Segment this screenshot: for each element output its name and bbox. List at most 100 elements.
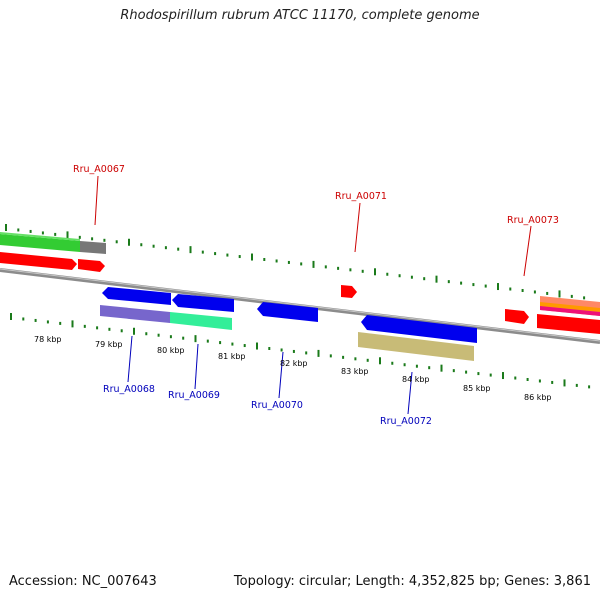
- gene-Rru_A0073b: [537, 314, 600, 334]
- minor-tick: [201, 250, 204, 254]
- minor-tick: [34, 318, 37, 322]
- minor-tick: [484, 284, 487, 288]
- gene-label-reverse: Rru_A0070: [251, 400, 303, 411]
- minor-tick: [120, 329, 123, 333]
- minor-tick: [403, 363, 406, 367]
- gene-label-reverse: Rru_A0068: [103, 384, 155, 395]
- minor-tick: [410, 275, 413, 279]
- minor-tick: [145, 332, 148, 336]
- gene-Rru_A0073: [505, 309, 529, 324]
- minor-tick: [329, 354, 332, 358]
- minor-tick: [509, 287, 512, 291]
- major-tick: [71, 320, 74, 328]
- scale-label: 83 kbp: [341, 367, 369, 376]
- minor-tick: [575, 383, 578, 387]
- minor-tick: [54, 232, 57, 236]
- gene-label-reverse: Rru_A0069: [168, 390, 220, 401]
- major-tick: [5, 224, 7, 231]
- minor-tick: [337, 266, 340, 270]
- minor-tick: [300, 262, 303, 266]
- minor-tick: [78, 235, 81, 239]
- gene-Rru_A0067a: [0, 252, 77, 270]
- minor-tick: [91, 237, 94, 241]
- minor-tick: [460, 281, 463, 285]
- minor-tick: [214, 252, 217, 256]
- minor-tick: [361, 269, 364, 273]
- minor-tick: [226, 253, 229, 257]
- feature-green: [0, 234, 80, 252]
- minor-tick: [157, 333, 160, 337]
- minor-tick: [83, 324, 86, 328]
- minor-tick: [182, 336, 185, 340]
- major-tick: [440, 364, 443, 372]
- scale-label: 79 kbp: [95, 340, 123, 349]
- scale-label: 82 kbp: [280, 359, 308, 368]
- minor-tick: [152, 244, 155, 248]
- scale-label: 78 kbp: [34, 335, 62, 344]
- minor-tick: [477, 372, 480, 376]
- minor-tick: [415, 364, 418, 368]
- minor-tick: [263, 257, 266, 261]
- label-connectors: [94, 175, 532, 415]
- minor-tick: [465, 370, 468, 374]
- minor-tick: [570, 294, 573, 298]
- minor-tick: [280, 348, 283, 352]
- major-tick: [66, 231, 69, 239]
- major-tick: [10, 313, 12, 320]
- major-tick: [558, 290, 561, 298]
- scale-label: 80 kbp: [157, 346, 185, 355]
- forward-ticks: [5, 224, 586, 300]
- major-tick: [563, 379, 566, 387]
- major-tick: [435, 275, 438, 283]
- minor-tick: [46, 320, 49, 324]
- gene-Rru_A0070: [257, 302, 318, 322]
- gene-Rru_A0069: [172, 294, 234, 312]
- minor-tick: [423, 277, 426, 281]
- feature-mint: [170, 312, 232, 330]
- gene-Rru_A0068: [102, 287, 171, 305]
- minor-tick: [96, 326, 99, 330]
- major-tick: [194, 335, 197, 343]
- major-tick: [256, 342, 258, 350]
- genome-summary-text: Topology: circular; Length: 4,352,825 bp…: [233, 574, 591, 589]
- minor-tick: [103, 238, 106, 242]
- scale-label: 81 kbp: [218, 352, 246, 361]
- major-tick: [379, 357, 381, 365]
- major-tick: [128, 238, 130, 246]
- minor-tick: [538, 379, 541, 383]
- minor-tick: [533, 290, 536, 294]
- feature-violet: [100, 305, 170, 323]
- minor-tick: [275, 259, 278, 263]
- minor-tick: [231, 342, 234, 346]
- gene-label-forward: Rru_A0067: [73, 164, 125, 175]
- genome-backbone: [0, 268, 600, 344]
- minor-tick: [140, 243, 143, 247]
- minor-tick: [177, 247, 180, 251]
- minor-tick: [583, 296, 586, 300]
- minor-tick: [59, 321, 62, 325]
- minor-tick: [268, 346, 271, 350]
- minor-tick: [391, 361, 394, 365]
- genome-title: Rhodospirillum rubrum ATCC 11170, comple…: [120, 8, 480, 23]
- minor-tick: [349, 268, 352, 272]
- minor-tick: [164, 246, 167, 250]
- minor-tick: [287, 260, 290, 264]
- gene-Rru_A0067b: [78, 259, 105, 272]
- minor-tick: [551, 380, 554, 384]
- major-tick: [312, 260, 315, 268]
- scale-label: 84 kbp: [402, 375, 430, 384]
- feature-track-reverse: [100, 305, 474, 361]
- minor-tick: [546, 291, 549, 295]
- gene-Rru_A0071: [341, 285, 357, 298]
- minor-tick: [588, 385, 591, 389]
- minor-tick: [514, 376, 517, 380]
- minor-tick: [428, 366, 431, 370]
- feature-grey: [80, 241, 106, 254]
- minor-tick: [243, 344, 246, 348]
- gene-track-forward: [0, 252, 600, 334]
- minor-tick: [41, 231, 44, 235]
- reverse-ticks: [10, 313, 591, 389]
- minor-tick: [526, 377, 529, 381]
- gene-track-reverse: [102, 287, 477, 343]
